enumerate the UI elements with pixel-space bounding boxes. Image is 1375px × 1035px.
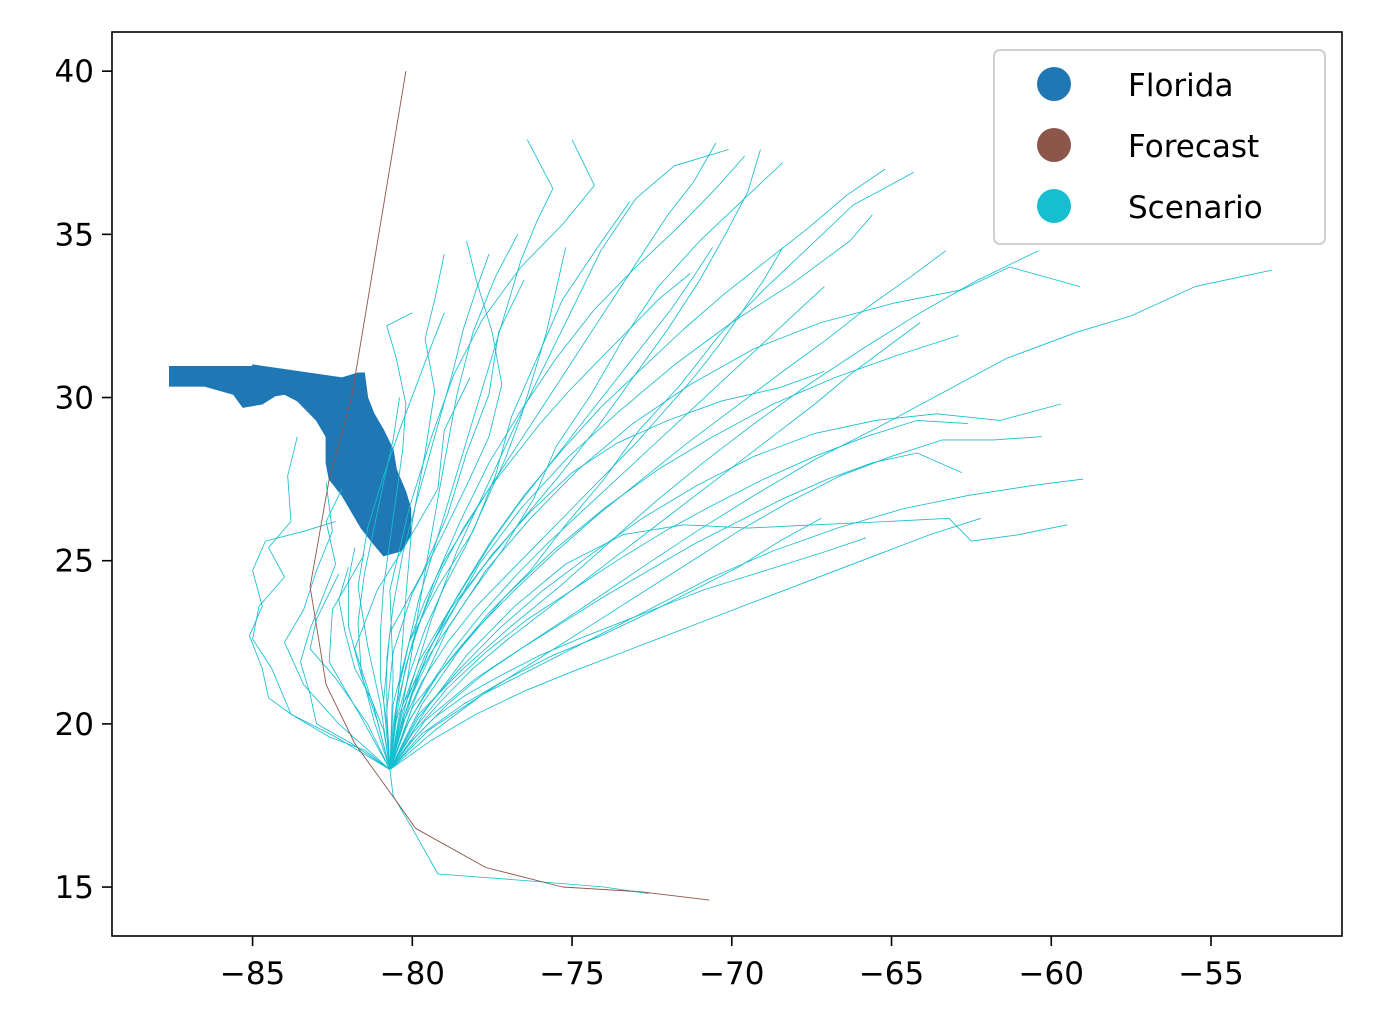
y-axis: 15 20 25 30 35 40 [55,54,112,906]
x-tick-label: −70 [699,956,764,992]
scenario-track-46 [379,312,413,770]
scenario-track-41 [248,521,391,770]
scenario-track-47 [389,168,886,770]
forecast-track [309,71,710,901]
scenario-track-6 [383,279,525,770]
scenario-track-15 [389,149,729,770]
scenario-track-13 [389,517,1068,770]
scenario-track-26 [347,547,391,770]
scenario-track-32 [338,567,391,770]
scenario-track-14 [389,266,1081,770]
scenario-track-42 [389,537,867,770]
scenario-track-44 [389,247,713,770]
y-tick-label: 35 [55,217,94,253]
scenario-track-27 [386,240,503,770]
y-tick-label: 25 [55,544,94,580]
scenario-track-9 [389,171,915,770]
scenario-track-36 [389,247,567,770]
scenario-track-17 [389,253,445,770]
scenario-track-7 [389,201,630,770]
scenario-track-48 [389,517,982,770]
y-tick-label: 15 [55,870,94,906]
x-tick-label: −80 [380,956,445,992]
plot-frame [111,31,1343,937]
scenario-track-8 [389,162,784,770]
scenario-track-45 [389,139,554,770]
scenario-track-10 [389,250,1039,770]
scenario-track-21 [389,403,1062,770]
scenario-track-22 [389,371,825,770]
scenario-track-23 [389,155,745,770]
scenario-track-16 [389,234,519,770]
scenario-track-24 [357,312,445,770]
scenario-track-34 [389,286,825,770]
legend: Florida Forecast Scenario [993,49,1326,245]
legend-box [993,49,1326,245]
x-axis: −85 −80 −75 −70 −65 −60 −55 [220,936,1244,992]
legend-marker-forecast [1037,128,1071,162]
scenario-track-49 [389,436,1042,770]
scenario-track-37 [389,322,921,770]
scenario-track-20 [389,335,959,770]
plot-data-layer [169,71,1272,901]
x-tick-label: −85 [220,956,285,992]
scenario-track-1 [389,769,649,895]
scenario-track-38 [357,397,400,770]
x-tick-label: −60 [1019,956,1084,992]
scenario-track-4 [328,553,391,770]
legend-label-florida: Florida [1128,68,1233,104]
scenario-track-50 [389,142,717,770]
y-tick-label: 20 [55,707,94,743]
legend-label-forecast: Forecast [1128,129,1259,165]
scenario-track-19 [389,214,873,770]
scenario-track-28 [389,149,761,770]
scenario-track-2 [252,436,391,770]
x-tick-label: −65 [859,956,924,992]
scenario-track-40 [300,488,391,770]
legend-label-scenario: Scenario [1128,190,1263,226]
florida-shape [169,364,412,557]
legend-marker-scenario [1037,189,1071,223]
scenario-track-43 [389,452,962,770]
scenario-track-30 [389,419,969,770]
scenario-track-18 [389,139,595,770]
scenario-track-31 [389,517,822,770]
y-tick-label: 40 [55,54,94,90]
scenario-track-39 [386,253,490,770]
legend-marker-florida [1037,67,1071,101]
y-tick-label: 30 [55,381,94,417]
x-tick-label: −55 [1178,956,1243,992]
x-tick-label: −75 [539,956,604,992]
scenario-track-35 [389,247,784,770]
scenario-track-29 [389,250,947,770]
